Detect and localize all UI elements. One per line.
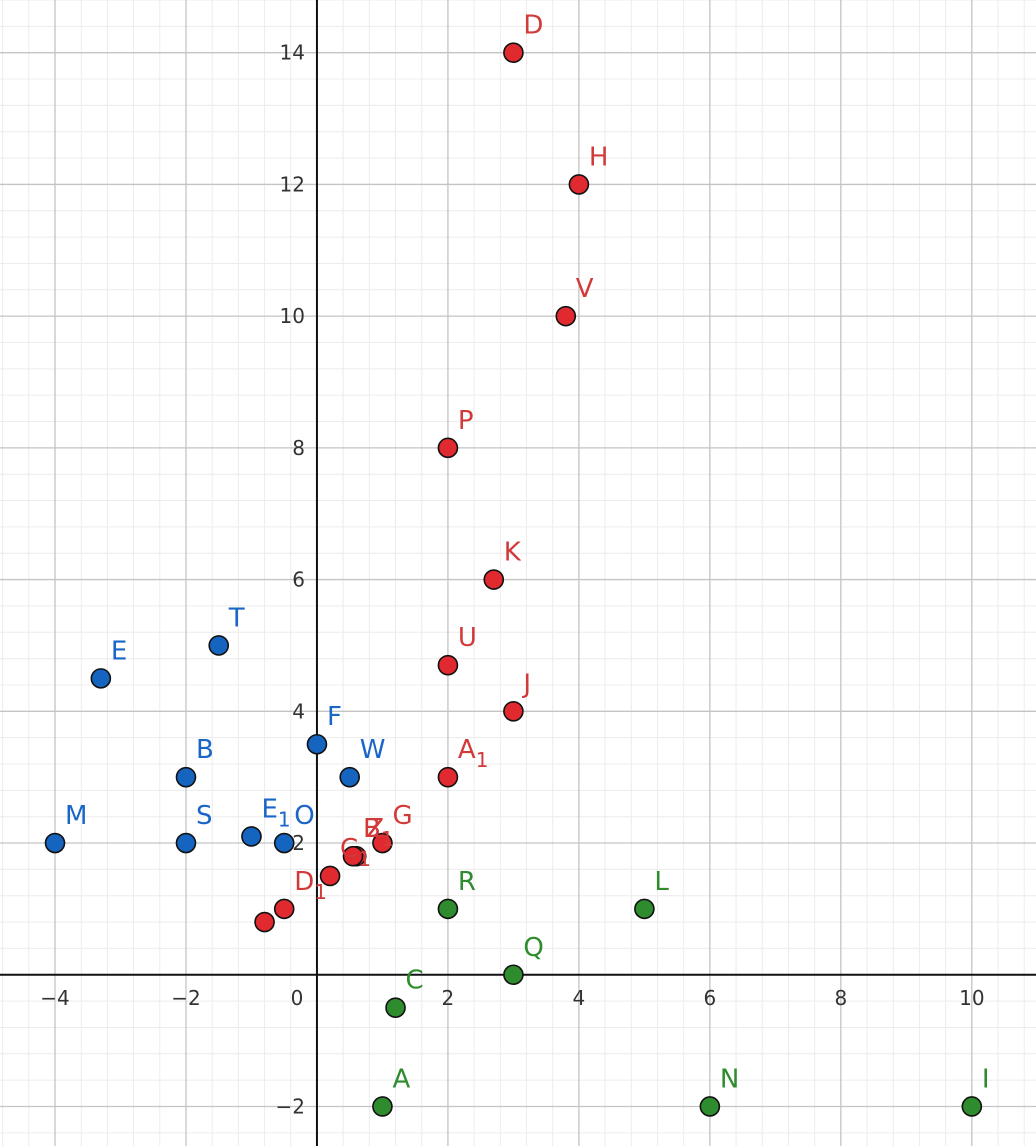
point-label: F — [327, 702, 342, 732]
point-blue-B — [176, 768, 195, 787]
point-label: A — [392, 1064, 410, 1094]
x-tick-label: 2 — [442, 986, 455, 1010]
point-label: L — [654, 867, 669, 897]
y-tick-label: 8 — [292, 436, 305, 460]
point-green-L — [635, 899, 654, 918]
point-label: U — [458, 623, 477, 653]
x-tick-label: 0 — [291, 986, 304, 1010]
point-green-Q — [504, 965, 523, 984]
point-blue-S — [176, 834, 195, 853]
point-label: Q — [523, 933, 543, 963]
point-green-R — [438, 899, 457, 918]
x-tick-label: 6 — [704, 986, 717, 1010]
point-label: V — [576, 274, 594, 304]
point-red-P — [438, 438, 457, 457]
point-blue-E1 — [242, 827, 261, 846]
y-tick-label: 14 — [280, 41, 305, 65]
x-tick-label: −2 — [171, 986, 200, 1010]
point-red — [255, 913, 274, 932]
x-tick-label: 8 — [834, 986, 847, 1010]
point-label: O — [294, 801, 314, 831]
y-tick-label: 4 — [292, 699, 305, 723]
point-red-K — [484, 570, 503, 589]
y-tick-label: −2 — [275, 1094, 304, 1118]
point-label: W — [360, 735, 386, 765]
point-label: I — [982, 1064, 990, 1094]
point-green-A — [373, 1097, 392, 1116]
point-label: K — [504, 538, 522, 568]
point-blue-E — [91, 669, 110, 688]
point-label-subscript: 1 — [278, 807, 291, 831]
point-red-U — [438, 656, 457, 675]
point-red-H — [569, 175, 588, 194]
point-red-V — [556, 307, 575, 326]
point-label: D — [523, 11, 543, 41]
point-blue-W — [340, 768, 359, 787]
point-label-subscript: 1 — [381, 827, 394, 851]
point-blue-O — [275, 834, 294, 853]
x-tick-label: −4 — [40, 986, 69, 1010]
point-red-J — [504, 702, 523, 721]
point-green-N — [700, 1097, 719, 1116]
point-red-A1 — [438, 768, 457, 787]
point-label: J — [521, 669, 531, 699]
point-label: B — [196, 735, 214, 765]
x-tick-label: 10 — [959, 986, 984, 1010]
point-label-subscript: 1 — [314, 880, 327, 904]
y-tick-label: 6 — [292, 568, 305, 592]
point-blue-F — [307, 735, 326, 754]
point-label-subscript: 1 — [358, 847, 371, 871]
point-red-D1 — [275, 899, 294, 918]
point-label: G — [392, 801, 412, 831]
y-tick-label: 12 — [280, 172, 305, 196]
point-label-subscript: 1 — [476, 748, 489, 772]
point-green-I — [962, 1097, 981, 1116]
point-label: N — [720, 1064, 739, 1094]
point-label: R — [458, 867, 476, 897]
point-label: H — [589, 142, 609, 172]
point-label: E — [111, 636, 127, 666]
y-tick-label: 10 — [280, 304, 305, 328]
point-label: M — [65, 801, 87, 831]
point-label: S — [196, 801, 213, 831]
point-label: T — [228, 603, 245, 633]
point-red-D — [504, 43, 523, 62]
point-green-C — [386, 998, 405, 1017]
point-label: C — [406, 966, 424, 996]
point-label: P — [458, 406, 474, 436]
x-tick-label: 4 — [573, 986, 586, 1010]
point-blue-T — [209, 636, 228, 655]
point-blue-M — [46, 834, 65, 853]
